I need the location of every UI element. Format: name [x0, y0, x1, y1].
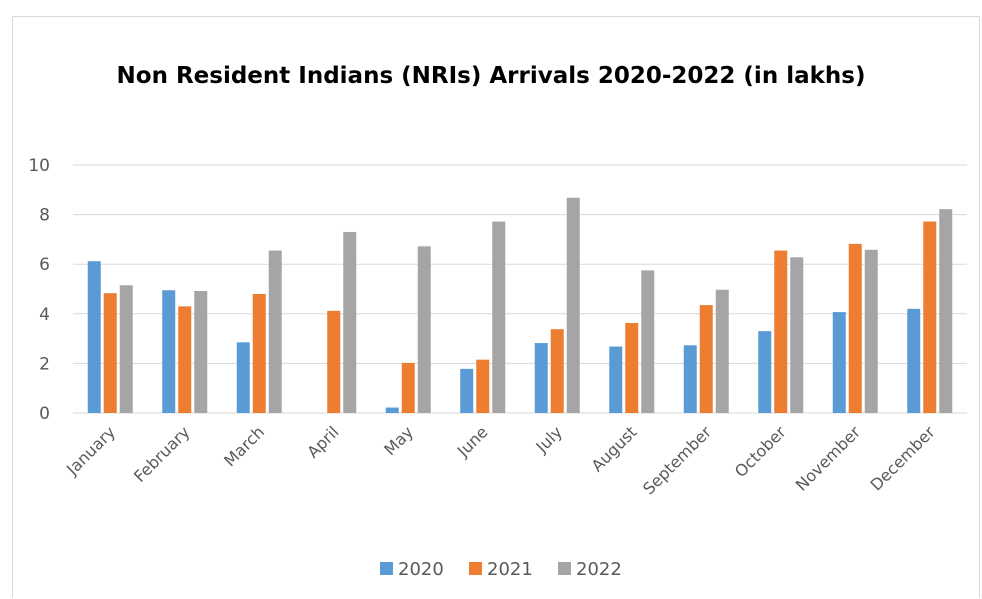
- y-tick-label: 4: [39, 305, 50, 325]
- x-tick-label: May: [380, 422, 417, 459]
- bar-2022-may: [417, 246, 431, 413]
- bar-2021-september: [699, 305, 713, 413]
- legend-label-2022: 2022: [576, 559, 622, 580]
- bar-2020-october: [758, 331, 772, 413]
- bar-2022-february: [194, 290, 208, 413]
- legend-swatch-2022: [558, 562, 571, 575]
- bar-2020-december: [907, 308, 921, 413]
- bar-2022-june: [492, 221, 506, 413]
- bar-2021-august: [625, 322, 639, 413]
- bar-2020-january: [87, 261, 101, 413]
- x-tick-label: August: [588, 422, 641, 475]
- y-tick-label: 0: [39, 404, 50, 424]
- y-tick-label: 10: [28, 156, 50, 176]
- bar-2021-march: [252, 293, 266, 413]
- x-tick-label: December: [866, 422, 938, 494]
- bar-2022-october: [790, 257, 804, 413]
- bar-2021-july: [550, 329, 564, 413]
- x-tick-label: January: [62, 422, 119, 479]
- legend-label-2020: 2020: [398, 559, 444, 580]
- bar-2021-june: [476, 359, 490, 413]
- legend-swatch-2021: [469, 562, 482, 575]
- bar-2020-may: [385, 407, 399, 413]
- bar-2022-april: [343, 231, 357, 413]
- bar-2020-september: [683, 345, 697, 413]
- x-axis-labels: January February March April May June July Augu…: [62, 422, 939, 498]
- bar-2022-january: [119, 285, 133, 413]
- x-tick-label: November: [792, 422, 865, 495]
- x-tick-label: April: [303, 422, 342, 461]
- bar-2021-may: [401, 362, 415, 413]
- y-axis-ticks: 0 2 4 6 8 10: [28, 156, 50, 424]
- x-tick-label: February: [130, 422, 194, 486]
- x-tick-label: June: [453, 422, 492, 461]
- bar-2021-december: [923, 221, 937, 413]
- legend-label-2021: 2021: [487, 559, 533, 580]
- bars: [87, 197, 953, 413]
- y-tick-label: 6: [39, 255, 50, 275]
- chart-title: Non Resident Indians (NRIs) Arrivals 202…: [116, 63, 866, 89]
- bar-2022-march: [268, 250, 282, 413]
- legend-swatch-2020: [380, 562, 393, 575]
- bar-2021-april: [327, 310, 341, 413]
- bar-2022-november: [864, 249, 878, 413]
- bar-2020-november: [832, 312, 846, 413]
- bar-2022-september: [715, 289, 729, 413]
- legend: 2020 2021 2022: [380, 559, 622, 580]
- bar-2020-february: [162, 290, 176, 413]
- bar-2022-december: [939, 209, 953, 413]
- y-tick-label: 8: [39, 206, 50, 226]
- bar-2021-october: [774, 250, 788, 413]
- bar-2020-march: [236, 342, 250, 413]
- bar-2022-august: [641, 270, 655, 413]
- bar-2022-july: [566, 197, 580, 413]
- bar-2021-february: [178, 306, 192, 413]
- bar-2020-august: [609, 346, 623, 413]
- bar-2021-november: [848, 243, 862, 413]
- x-tick-label: October: [731, 422, 790, 481]
- gridlines: [73, 164, 967, 414]
- x-tick-label: March: [220, 422, 268, 470]
- bar-2021-january: [103, 293, 117, 413]
- bar-2020-july: [534, 343, 548, 413]
- y-tick-label: 2: [39, 354, 50, 374]
- x-tick-label: July: [532, 422, 566, 456]
- bar-2020-june: [460, 368, 474, 413]
- x-tick-label: September: [639, 422, 715, 498]
